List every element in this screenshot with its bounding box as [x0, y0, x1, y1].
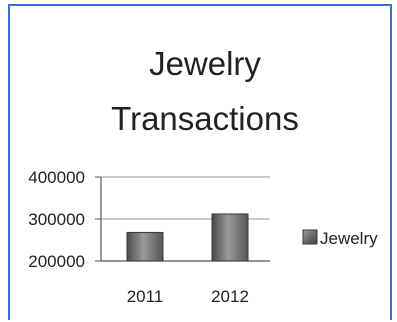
chart-title-line-2: Transactions	[111, 100, 299, 137]
y-tick-label-200000: 200000	[28, 252, 85, 271]
chart-title-line-1: Jewelry	[149, 45, 261, 82]
bar-2012	[211, 213, 249, 262]
legend-label-jewelry: Jewelry	[320, 229, 378, 248]
y-tick-label-300000: 300000	[28, 210, 85, 229]
x-category-label-2012: 2012	[211, 287, 249, 306]
bar-2011	[126, 231, 164, 262]
chart-frame	[8, 4, 392, 320]
y-tick-label-400000: 400000	[28, 168, 85, 187]
x-category-label-2011: 2011	[127, 287, 164, 306]
legend-swatch-jewelry	[302, 229, 318, 245]
